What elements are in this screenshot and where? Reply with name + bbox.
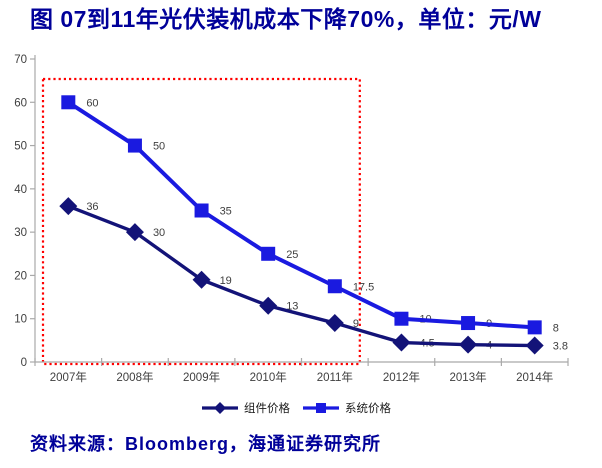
value-label: 30 <box>153 227 165 239</box>
x-tick-label: 2008年 <box>116 370 153 384</box>
line-chart: 0 10 20 30 40 50 60 70 2007年 2008年 2009年 2010年 2011年… <box>14 54 569 415</box>
value-label: 17.5 <box>353 281 374 293</box>
data-point-square <box>394 311 409 326</box>
y-tick-label: 10 <box>14 314 27 326</box>
x-tick-label: 2014年 <box>516 370 553 384</box>
y-tick-label: 30 <box>14 227 27 239</box>
y-tick-label: 0 <box>21 357 27 369</box>
value-label: 8 <box>553 322 559 334</box>
data-point-diamond <box>525 336 544 355</box>
legend-label: 组件价格 <box>244 401 290 415</box>
data-point-square <box>61 95 76 110</box>
data-point-square <box>327 279 342 294</box>
x-tick-label: 2011年 <box>317 370 353 384</box>
y-tick-label: 70 <box>14 54 27 66</box>
data-point-square <box>527 320 542 335</box>
y-tick-label: 60 <box>14 97 27 109</box>
y-tick-label: 50 <box>14 141 27 153</box>
data-point-diamond <box>59 197 78 216</box>
x-tick-label: 2013年 <box>450 370 487 384</box>
x-tick-label: 2007年 <box>50 370 87 384</box>
value-label: 3.8 <box>553 341 568 353</box>
data-point-diamond <box>192 270 211 289</box>
value-label: 35 <box>220 206 232 218</box>
data-point-square <box>461 316 476 331</box>
figure-title: 图 07到11年光伏装机成本下降70%，单位：元/W <box>30 6 542 32</box>
value-label: 50 <box>153 141 165 153</box>
data-point-diamond <box>459 335 478 354</box>
value-label: 25 <box>286 249 298 261</box>
series-line-0 <box>66 204 537 348</box>
legend-diamond-swatch <box>214 402 226 414</box>
data-point-square <box>127 138 142 153</box>
data-point-diamond <box>259 296 278 315</box>
series-line-1 <box>66 100 537 330</box>
x-tick-label: 2010年 <box>250 370 287 384</box>
data-point-diamond <box>392 333 411 352</box>
y-tick-label: 20 <box>14 270 27 282</box>
legend-label: 系统价格 <box>345 401 391 415</box>
value-label: 60 <box>86 97 98 109</box>
data-point-diamond <box>125 223 144 242</box>
y-tick-label: 40 <box>14 184 27 196</box>
data-point-diamond <box>325 314 344 333</box>
highlight-box-2007年-2011年 <box>41 77 361 366</box>
source-note: 资料来源：Bloomberg，海通证券研究所 <box>30 434 381 454</box>
data-point-square <box>194 203 209 218</box>
value-label: 19 <box>220 275 232 287</box>
value-label: 36 <box>86 201 98 213</box>
data-point-square <box>261 246 276 261</box>
x-tick-label: 2012年 <box>383 370 420 384</box>
legend-square-swatch <box>316 403 326 413</box>
value-label: 9 <box>353 318 359 330</box>
x-tick-label: 2009年 <box>183 370 220 384</box>
